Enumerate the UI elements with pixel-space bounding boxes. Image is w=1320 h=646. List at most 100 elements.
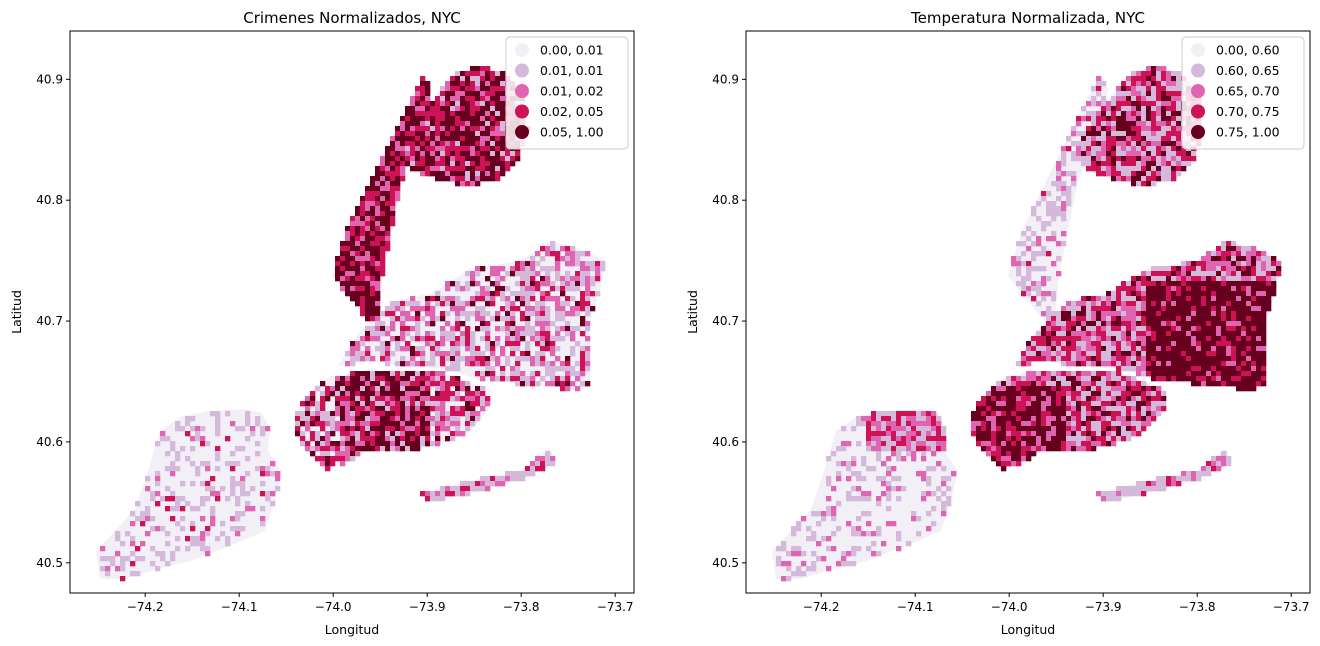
census-tract[interactable] (1246, 286, 1252, 292)
census-tract[interactable] (1091, 346, 1097, 352)
census-tract[interactable] (480, 296, 486, 302)
census-tract[interactable] (1141, 291, 1147, 297)
census-tract[interactable] (1016, 396, 1022, 402)
census-tract[interactable] (946, 496, 952, 502)
census-tract[interactable] (365, 256, 371, 262)
census-tract[interactable] (495, 281, 501, 287)
census-tract[interactable] (1021, 231, 1027, 237)
census-tract[interactable] (1071, 151, 1077, 157)
census-tract[interactable] (115, 531, 121, 537)
census-tract[interactable] (180, 496, 186, 502)
census-tract[interactable] (415, 416, 421, 422)
census-tract[interactable] (590, 306, 596, 312)
census-tract[interactable] (941, 491, 947, 497)
census-tract[interactable] (831, 511, 837, 517)
census-tract[interactable] (866, 466, 872, 472)
census-tract[interactable] (1161, 291, 1167, 297)
census-tract[interactable] (1121, 381, 1127, 387)
census-tract[interactable] (455, 416, 461, 422)
census-tract[interactable] (1031, 206, 1037, 212)
census-tract[interactable] (535, 271, 541, 277)
census-tract[interactable] (1191, 331, 1197, 337)
census-tract[interactable] (886, 411, 892, 417)
census-tract[interactable] (1236, 361, 1242, 367)
census-tract[interactable] (155, 501, 161, 507)
census-tract[interactable] (921, 441, 927, 447)
census-tract[interactable] (1116, 416, 1122, 422)
census-tract[interactable] (1171, 146, 1177, 152)
census-tract[interactable] (190, 446, 196, 452)
census-tract[interactable] (475, 91, 481, 97)
census-tract[interactable] (1161, 296, 1167, 302)
census-tract[interactable] (921, 411, 927, 417)
census-tract[interactable] (1066, 401, 1072, 407)
census-tract[interactable] (585, 266, 591, 272)
census-tract[interactable] (580, 361, 586, 367)
census-tract[interactable] (1111, 131, 1117, 137)
census-tract[interactable] (345, 446, 351, 452)
census-tract[interactable] (380, 241, 386, 247)
census-tract[interactable] (185, 456, 191, 462)
census-tract[interactable] (1071, 306, 1077, 312)
census-tract[interactable] (1126, 336, 1132, 342)
census-tract[interactable] (155, 526, 161, 532)
census-tract[interactable] (475, 411, 481, 417)
census-tract[interactable] (405, 441, 411, 447)
census-tract[interactable] (1126, 146, 1132, 152)
census-tract[interactable] (1241, 276, 1247, 282)
census-tract[interactable] (385, 246, 391, 252)
census-tract[interactable] (505, 306, 511, 312)
census-tract[interactable] (861, 476, 867, 482)
census-tract[interactable] (450, 421, 456, 427)
census-tract[interactable] (1011, 256, 1017, 262)
census-tract[interactable] (1231, 291, 1237, 297)
census-tract[interactable] (1096, 346, 1102, 352)
census-tract[interactable] (445, 81, 451, 87)
census-tract[interactable] (1051, 351, 1057, 357)
census-tract[interactable] (585, 301, 591, 307)
census-tract[interactable] (1026, 401, 1032, 407)
census-tract[interactable] (150, 526, 156, 532)
census-tract[interactable] (1266, 266, 1272, 272)
census-tract[interactable] (450, 156, 456, 162)
census-tract[interactable] (230, 461, 236, 467)
census-tract[interactable] (1251, 376, 1257, 382)
census-tract[interactable] (410, 391, 416, 397)
census-tract[interactable] (811, 566, 817, 572)
census-tract[interactable] (846, 561, 852, 567)
census-tract[interactable] (1051, 316, 1057, 322)
census-tract[interactable] (365, 306, 371, 312)
census-tract[interactable] (1121, 116, 1127, 122)
census-tract[interactable] (360, 206, 366, 212)
census-tract[interactable] (520, 286, 526, 292)
census-tract[interactable] (425, 336, 431, 342)
census-tract[interactable] (215, 456, 221, 462)
census-tract[interactable] (465, 386, 471, 392)
census-tract[interactable] (876, 451, 882, 457)
census-tract[interactable] (1061, 171, 1067, 177)
census-tract[interactable] (330, 431, 336, 437)
census-tract[interactable] (425, 381, 431, 387)
census-tract[interactable] (150, 546, 156, 552)
census-tract[interactable] (816, 541, 822, 547)
census-tract[interactable] (555, 336, 561, 342)
census-tract[interactable] (1071, 336, 1077, 342)
census-tract[interactable] (1116, 106, 1122, 112)
census-tract[interactable] (1226, 321, 1232, 327)
census-tract[interactable] (325, 446, 331, 452)
census-tract[interactable] (1056, 186, 1062, 192)
census-tract[interactable] (1096, 386, 1102, 392)
census-tract[interactable] (1041, 191, 1047, 197)
census-tract[interactable] (1136, 341, 1142, 347)
census-tract[interactable] (545, 346, 551, 352)
census-tract[interactable] (1186, 326, 1192, 332)
census-tract[interactable] (545, 381, 551, 387)
census-tract[interactable] (1186, 296, 1192, 302)
census-tract[interactable] (335, 266, 341, 272)
census-tract[interactable] (130, 511, 136, 517)
census-tract[interactable] (400, 116, 406, 122)
census-tract[interactable] (1236, 366, 1242, 372)
census-tract[interactable] (330, 416, 336, 422)
census-tract[interactable] (876, 551, 882, 557)
census-tract[interactable] (245, 506, 251, 512)
